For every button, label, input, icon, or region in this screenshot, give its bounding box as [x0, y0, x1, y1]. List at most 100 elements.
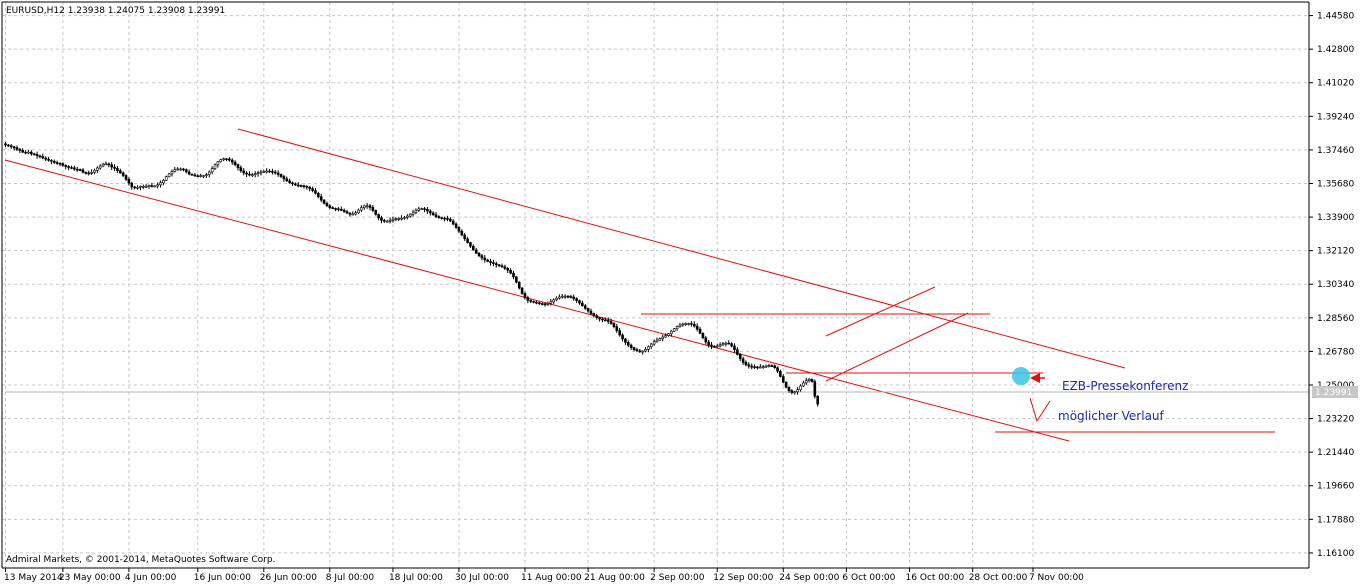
candle-body-bear — [816, 396, 820, 405]
candle — [492, 259, 495, 267]
candle-body-bear — [4, 143, 7, 146]
candle-body-bear — [492, 262, 495, 264]
candle — [781, 374, 785, 384]
candle — [173, 167, 177, 173]
current-price-box — [1312, 386, 1358, 398]
candle — [426, 206, 429, 214]
candle — [383, 218, 386, 223]
candle-body-bull — [802, 382, 805, 387]
candle — [517, 281, 521, 290]
candle — [325, 201, 329, 208]
expected-path-label: möglicher Verlauf — [1058, 409, 1165, 423]
candle — [632, 346, 636, 352]
candle — [374, 209, 378, 216]
candle — [371, 204, 375, 213]
candle — [457, 226, 461, 234]
candle — [675, 325, 679, 331]
candle-body-bull — [251, 174, 254, 176]
candle — [807, 378, 811, 383]
candle-body-bear — [776, 367, 779, 372]
candle — [116, 165, 119, 173]
candle-body-bear — [569, 296, 573, 298]
candle — [98, 164, 102, 170]
candle-body-bear — [632, 347, 636, 350]
candle-body-bull — [678, 324, 682, 327]
candle-body-bear — [460, 230, 464, 236]
candle-body-bull — [199, 175, 202, 177]
x-tick-label: 16 Jun 00:00 — [194, 573, 251, 583]
candle-body-bull — [721, 343, 725, 346]
candle-body-bull — [684, 323, 687, 325]
candle — [64, 164, 68, 170]
candle — [681, 322, 685, 327]
candle-body-bear — [503, 266, 507, 269]
candle — [727, 340, 731, 345]
candle — [124, 174, 128, 181]
y-tick-label: 1.26780 — [1317, 347, 1354, 357]
candle-body-bear — [497, 264, 501, 267]
candle-body-bear — [443, 217, 446, 220]
candle-body-bear — [466, 238, 469, 243]
candle — [701, 332, 705, 340]
candle — [437, 215, 441, 219]
candle — [500, 263, 504, 268]
candle — [328, 204, 332, 210]
x-tick-label: 21 Aug 00:00 — [584, 573, 645, 583]
candle-body-bull — [672, 328, 676, 332]
candle-body-bull — [210, 168, 214, 173]
candle-body-bull — [664, 335, 667, 338]
candle-body-bear — [474, 249, 478, 254]
candle-body-bull — [351, 213, 355, 216]
candle-body-bear — [279, 174, 283, 177]
candle-body-bear — [311, 188, 314, 191]
candle — [779, 369, 782, 378]
candle — [753, 364, 756, 369]
candle — [678, 322, 682, 328]
candle — [268, 168, 271, 173]
candle — [446, 215, 449, 222]
candle-body-bear — [437, 216, 441, 218]
candle — [299, 184, 303, 188]
annotation-layer: EZB-Pressekonferenz möglicher Verlauf — [1012, 367, 1188, 423]
candle-body-bear — [690, 323, 693, 325]
candle-body-bull — [552, 299, 555, 303]
candle-body-bear — [225, 158, 228, 161]
candle-body-bull — [767, 365, 771, 367]
candle-body-bear — [288, 180, 291, 184]
candle — [773, 364, 776, 369]
candle-body-bull — [216, 161, 220, 166]
candle — [670, 329, 673, 337]
candle — [506, 266, 510, 274]
candle — [276, 170, 280, 177]
candle-body-bear — [738, 354, 742, 360]
candle — [451, 219, 455, 226]
candle — [509, 268, 512, 275]
y-tick-label: 1.17880 — [1317, 515, 1354, 525]
candle-body-bear — [331, 207, 334, 209]
candle — [776, 366, 779, 374]
candle-body-bear — [268, 170, 271, 173]
candle-body-bear — [586, 308, 590, 312]
y-tick-label: 1.25000 — [1317, 381, 1354, 391]
candle-body-bull — [761, 366, 765, 368]
candle — [73, 165, 76, 171]
candle — [480, 254, 484, 261]
candle-body-bear — [21, 150, 25, 153]
candle-body-bull — [759, 366, 762, 369]
y-tick-label: 1.39240 — [1317, 112, 1354, 122]
candle-body-bull — [675, 326, 679, 330]
candle-body-bull — [162, 179, 165, 184]
candle-body-bear — [44, 157, 47, 160]
candle — [164, 175, 168, 182]
candle — [529, 299, 533, 303]
candle-body-bear — [449, 218, 452, 222]
candle — [609, 318, 613, 325]
candle-body-bull — [96, 167, 99, 171]
candle — [30, 150, 33, 156]
candle-body-bear — [635, 349, 639, 352]
candle — [202, 174, 205, 179]
candle — [233, 160, 237, 167]
candle-body-bull — [641, 350, 644, 353]
